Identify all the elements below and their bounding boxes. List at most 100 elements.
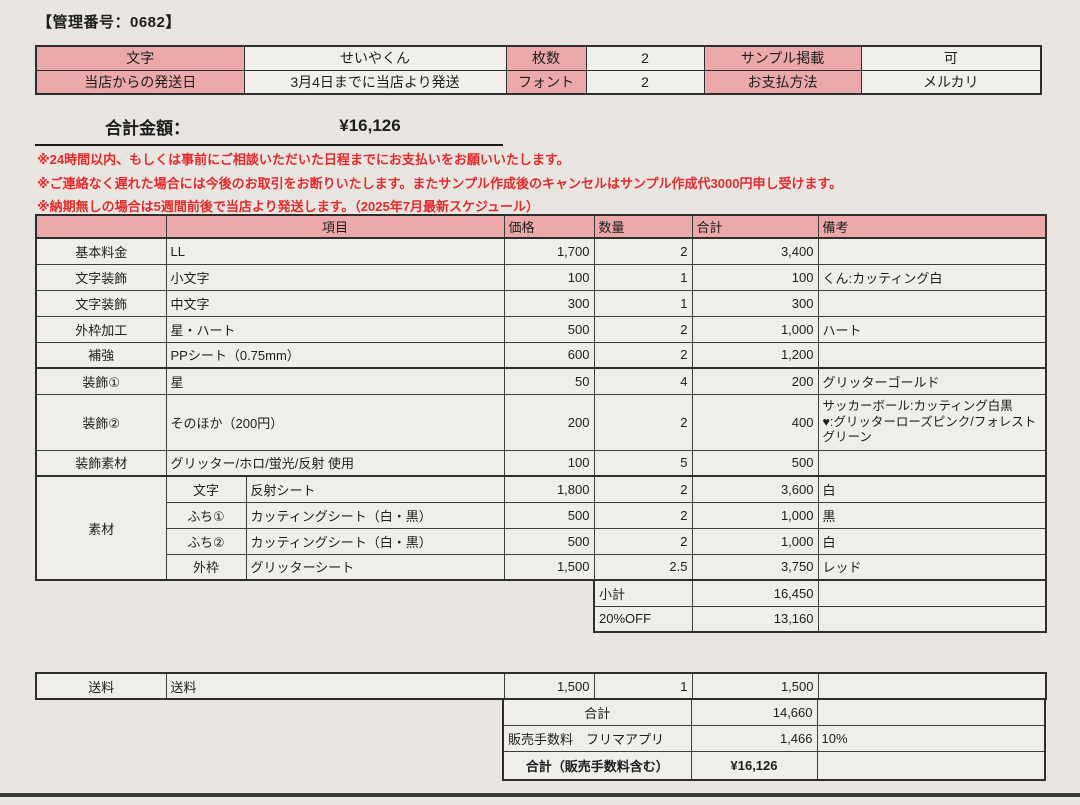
- table-row: ふち① カッティングシート（白・黒） 500 2 1,000 黒: [36, 501, 1047, 529]
- cell-price: 100: [503, 263, 595, 291]
- cell-price: 500: [503, 315, 595, 343]
- cell-qty: 2: [593, 475, 693, 503]
- cell-total: 1,000: [691, 315, 819, 343]
- cell-note: [817, 289, 1047, 317]
- cell-note: グリッターゴールド: [817, 367, 1047, 395]
- warning-note: ※24時間以内、もしくは事前にご相談いただいた日程までにお支払いをお願いいたしま…: [37, 152, 570, 167]
- cell-price: 50: [503, 367, 595, 395]
- cell-category: 文字装飾: [35, 289, 167, 317]
- cell-price: 600: [503, 341, 595, 369]
- label-maisu: 枚数: [505, 45, 587, 71]
- cell-price: 200: [503, 393, 595, 451]
- cell-item: 中文字: [165, 289, 505, 317]
- table-row: 素材 文字 反射シート 1,800 2 3,600 白: [35, 475, 1047, 581]
- table-row: 20%OFF 13,160: [593, 605, 1047, 633]
- final-total-label: 合計（販売手数料含む）: [502, 750, 692, 781]
- cell-note: ハート: [817, 315, 1047, 343]
- cell-total: 200: [691, 367, 819, 395]
- table-row: 装飾素材 グリッター/ホロ/蛍光/反射 使用 100 5 500: [35, 449, 1047, 477]
- cell-qty: 2: [593, 315, 693, 343]
- table-row: 装飾② そのほか（200円） 200 2 400 サッカーボール:カッティング白…: [35, 393, 1047, 451]
- cell-category: 外枠加工: [35, 315, 167, 343]
- cell-qty: 1: [593, 289, 693, 317]
- table-row: 小計 16,450: [593, 579, 1047, 607]
- cell-note: 白: [817, 475, 1047, 503]
- order-info-table: 文字 せいやくん 枚数 2 サンプル掲載 可 当店からの発送日 3月4日までに当…: [35, 45, 1042, 95]
- subtotal-note: [817, 579, 1047, 607]
- total-value: 14,660: [690, 698, 818, 726]
- table-row: 合計（販売手数料含む） ¥16,126: [502, 750, 1046, 781]
- table-row: 補強 PPシート（0.75mm） 600 2 1,200: [35, 341, 1047, 369]
- table-row: 基本料金 LL 1,700 2 3,400: [35, 237, 1047, 265]
- table-row: 外枠加工 星・ハート 500 2 1,000 ハート: [35, 315, 1047, 343]
- cell-category: 装飾①: [35, 367, 167, 395]
- table-row: 当店からの発送日 3月4日までに当店より発送 フォント 2 お支払方法 メルカリ: [35, 69, 1042, 95]
- value-sample: 可: [860, 45, 1042, 71]
- fee-value: 1,466: [690, 724, 818, 752]
- cell-item: カッティングシート（白・黒）: [245, 527, 505, 555]
- final-total-note: [816, 750, 1046, 781]
- cell-qty: 2: [593, 501, 693, 529]
- cell-price: 1,500: [503, 553, 595, 581]
- cell-item: 反射シート: [245, 475, 505, 503]
- discount-value: 13,160: [691, 605, 819, 633]
- cell-qty: 5: [593, 449, 693, 477]
- label-payment: お支払方法: [703, 69, 862, 95]
- cell-note: [817, 341, 1047, 369]
- cell-price: 500: [503, 527, 595, 555]
- grand-total-value: ¥16,126: [339, 116, 401, 135]
- label-sample: サンプル掲載: [703, 45, 862, 71]
- value-name: せいやくん: [243, 45, 507, 71]
- cell-total: 500: [691, 449, 819, 477]
- cell-price: 1,700: [503, 237, 595, 265]
- cell-total: 3,750: [691, 553, 819, 581]
- final-totals-table: 合計 14,660 販売手数料 フリマアプリ 1,466 10% 合計（販売手数…: [502, 698, 1046, 781]
- note-line: ♥:グリッターローズピンク/フォレストグリーン: [822, 414, 1037, 445]
- discount-label: 20%OFF: [593, 605, 693, 633]
- cell-category: 装飾②: [35, 393, 167, 451]
- items-header-row: 項目 価格 数量 合計 備考: [35, 214, 1047, 239]
- cell-qty: 2: [593, 393, 693, 451]
- subtotal-label: 小計: [593, 579, 693, 607]
- cell-total: 1,000: [691, 527, 819, 555]
- table-row: 送料 送料 1,500 1 1,500: [35, 672, 1047, 700]
- header-total: 合計: [691, 214, 819, 239]
- warning-notes: ※24時間以内、もしくは事前にご相談いただいた日程までにお支払いをお願いいたしま…: [37, 148, 842, 219]
- cell-item: そのほか（200円）: [165, 393, 505, 451]
- cell-total: 100: [691, 263, 819, 291]
- cell-sublabel: 文字: [165, 475, 247, 503]
- table-row: 外枠 グリッターシート 1,500 2.5 3,750 レッド: [36, 553, 1047, 581]
- grand-total-label: 合計金額：: [105, 118, 190, 138]
- cell-qty: 2.5: [593, 553, 693, 581]
- fee-note: 10%: [816, 724, 1046, 752]
- value-maisu: 2: [585, 45, 705, 71]
- header-price: 価格: [503, 214, 595, 239]
- cell-note: 黒: [817, 501, 1047, 529]
- cell-note: サッカーボール:カッティング白黒 ♥:グリッターローズピンク/フォレストグリーン: [817, 393, 1047, 451]
- cell-note: [817, 449, 1047, 477]
- cell-total: 400: [691, 393, 819, 451]
- cell-note: レッド: [817, 553, 1047, 581]
- value-payment: メルカリ: [860, 69, 1042, 95]
- final-total-value: ¥16,126: [690, 750, 818, 781]
- cell-item: 星: [165, 367, 505, 395]
- cell-total: 300: [691, 289, 819, 317]
- cell-total: 3,400: [691, 237, 819, 265]
- cell-qty: 1: [593, 672, 693, 700]
- label-moji: 文字: [35, 45, 245, 71]
- total-note: [816, 698, 1046, 726]
- grand-total-line: 合計金額： ¥16,126: [35, 108, 503, 146]
- cell-category: 基本料金: [35, 237, 167, 265]
- header-category: [35, 214, 167, 239]
- cell-total: 3,600: [691, 475, 819, 503]
- cell-qty: 2: [593, 341, 693, 369]
- cell-item: 小文字: [165, 263, 505, 291]
- cell-item: グリッターシート: [245, 553, 505, 581]
- cell-category: 装飾素材: [35, 449, 167, 477]
- value-ship-date: 3月4日までに当店より発送: [243, 69, 507, 95]
- fee-label: 販売手数料 フリマアプリ: [502, 724, 692, 752]
- subtotal-table: 小計 16,450 20%OFF 13,160: [593, 579, 1047, 633]
- cell-qty: 2: [593, 237, 693, 265]
- cell-note: くん:カッティング白: [817, 263, 1047, 291]
- cell-total: 1,000: [691, 501, 819, 529]
